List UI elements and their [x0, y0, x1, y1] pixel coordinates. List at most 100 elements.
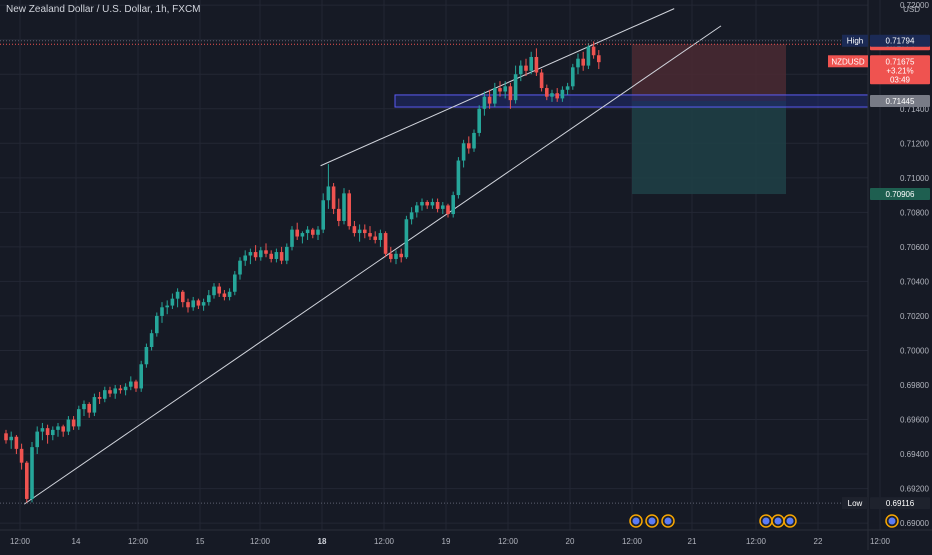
candles	[4, 41, 601, 503]
candle-body	[342, 193, 346, 221]
y-tick-label: 0.69200	[900, 485, 929, 494]
candle-body	[378, 233, 383, 240]
current-price-badge-bg	[870, 55, 930, 85]
candle-body	[4, 433, 8, 441]
candle-body	[123, 386, 128, 391]
trendlines	[23, 8, 722, 505]
risk-reward-box	[632, 44, 786, 195]
candle-body	[170, 298, 175, 306]
candle-body	[264, 250, 268, 254]
candle-body	[337, 208, 341, 221]
calendar-event[interactable]	[645, 514, 659, 528]
candle-body	[155, 315, 159, 334]
calendar-event[interactable]	[629, 514, 643, 528]
candle-body	[435, 201, 440, 209]
candle-body	[373, 236, 377, 240]
y-tick-label: 0.70000	[900, 346, 929, 355]
x-tick-label: 21	[688, 537, 697, 546]
candle-body	[581, 58, 585, 66]
candle-body	[597, 55, 601, 63]
x-tick-label: 18	[318, 537, 327, 546]
candle-body	[539, 72, 544, 89]
candle-body	[524, 65, 528, 71]
low-label-bg	[842, 497, 868, 510]
lower-trendline[interactable]	[23, 25, 722, 505]
current-price-badge-text: 0.71675	[886, 57, 915, 66]
candle-body	[71, 419, 76, 427]
candle-body	[35, 431, 39, 448]
candle-body	[87, 403, 91, 413]
candle-body	[19, 448, 24, 463]
x-tick-label: 12:00	[746, 537, 767, 546]
candle-body	[243, 255, 247, 261]
zone-price-badge-bg	[870, 94, 930, 107]
candle-body	[279, 252, 284, 261]
candle-body	[503, 86, 507, 92]
calendar-event[interactable]	[771, 514, 785, 528]
high-price-badge: 0.71794	[870, 34, 930, 47]
take-profit-zone[interactable]	[632, 100, 786, 195]
candle-body	[227, 291, 232, 297]
x-tick-label: 12:00	[870, 537, 891, 546]
candle-body	[248, 252, 253, 256]
candle-body	[326, 186, 331, 201]
y-tick-label: 0.69400	[900, 450, 929, 459]
candle-body	[305, 229, 310, 234]
price-badges: 0.717740.71675+3.21%03:490.714450.709060…	[828, 34, 930, 510]
candle-body	[493, 88, 497, 104]
candle-body	[285, 246, 289, 261]
candle-body	[186, 302, 190, 308]
candle-body	[467, 143, 471, 149]
flag-icon	[786, 517, 794, 525]
stop-loss-zone[interactable]	[632, 44, 786, 101]
candle-body	[534, 56, 539, 73]
candle-body	[441, 205, 445, 209]
candle-body	[409, 212, 414, 220]
calendar-event[interactable]	[759, 514, 773, 528]
candle-body	[357, 229, 362, 234]
x-tick-label: 14	[72, 537, 81, 546]
candle-body	[545, 88, 549, 97]
candle-body	[61, 426, 65, 432]
candle-body	[92, 397, 97, 413]
candle-body	[175, 291, 180, 299]
y-tick-label: 0.70600	[900, 243, 929, 252]
candle-body	[238, 260, 242, 275]
upper-trendline[interactable]	[320, 8, 675, 167]
candle-body	[368, 233, 372, 237]
candle-body	[222, 293, 227, 297]
low-price-badge: 0.69116	[870, 497, 930, 510]
calendar-event[interactable]	[661, 514, 675, 528]
y-tick-label: 0.70200	[900, 312, 929, 321]
candle-body	[394, 253, 398, 259]
candle-body	[82, 403, 86, 410]
y-tick-label: 0.69800	[900, 381, 929, 390]
candle-body	[191, 300, 195, 308]
zone-price-badge-text: 0.71445	[886, 97, 915, 106]
y-tick-label: 0.71200	[900, 139, 929, 148]
y-tick-label: 0.70800	[900, 208, 929, 217]
candle-body	[446, 205, 450, 215]
candle-body	[201, 302, 206, 306]
candle-body	[269, 253, 273, 259]
candle-body	[576, 58, 580, 68]
candle-body	[363, 229, 367, 234]
candle-body	[181, 291, 185, 303]
high-price-badge-bg	[870, 34, 930, 47]
candle-body	[352, 226, 357, 234]
candle-body	[404, 219, 409, 258]
calendar-event[interactable]	[885, 514, 899, 528]
y-tick-label: 0.69000	[900, 519, 929, 528]
x-tick-label: 12:00	[250, 537, 271, 546]
candle-body	[420, 201, 424, 206]
candle-body	[513, 74, 518, 101]
calendar-event[interactable]	[783, 514, 797, 528]
candle-body	[233, 274, 237, 292]
flag-icon	[762, 517, 770, 525]
y-tick-label: 0.71000	[900, 174, 929, 183]
candle-body	[217, 286, 221, 294]
candle-body	[508, 86, 513, 101]
candle-body	[311, 229, 315, 235]
